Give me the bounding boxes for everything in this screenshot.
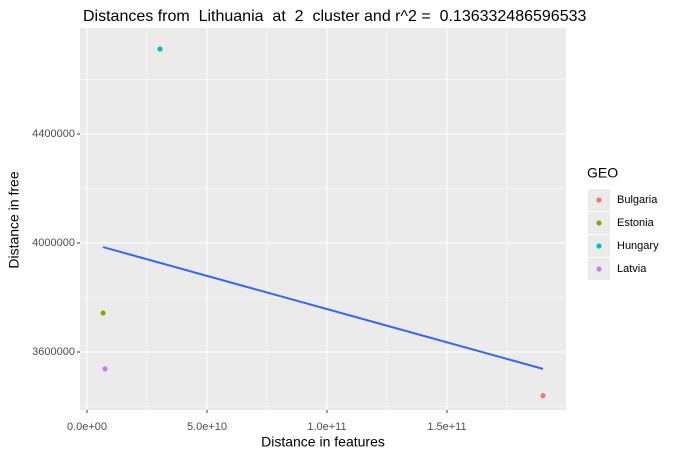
- plot-panel: [80, 28, 566, 410]
- panel-background: [80, 28, 566, 410]
- point: [157, 46, 163, 52]
- legend-label: Latvia: [617, 263, 647, 275]
- x-tick-label: 1.5e+11: [427, 421, 466, 433]
- point: [102, 366, 108, 372]
- x-axis-title: Distance in features: [261, 434, 385, 450]
- trend-line: [102, 246, 544, 370]
- legend-label: Bulgaria: [617, 194, 658, 206]
- x-tick-label: 1.0e+11: [307, 421, 346, 433]
- point: [540, 393, 546, 399]
- y-axis-title: Distance in free: [6, 171, 22, 268]
- x-tick-label: 5.0e+10: [187, 421, 227, 433]
- x-tick-label: 0.0e+00: [67, 421, 107, 433]
- y-tick-label: 4000000: [32, 237, 75, 249]
- legend-swatch: [596, 197, 602, 203]
- legend-swatch: [596, 266, 602, 272]
- point: [100, 310, 106, 316]
- chart-title: Distances from Lithuania at 2 cluster an…: [83, 8, 586, 25]
- legend-swatch: [596, 220, 602, 226]
- legend-label: Hungary: [617, 240, 659, 252]
- legend-label: Estonia: [617, 217, 655, 229]
- legend-swatch: [596, 243, 602, 249]
- legend-title: GEO: [587, 165, 618, 181]
- y-tick-label: 3600000: [32, 346, 75, 358]
- y-tick-label: 4400000: [32, 128, 75, 140]
